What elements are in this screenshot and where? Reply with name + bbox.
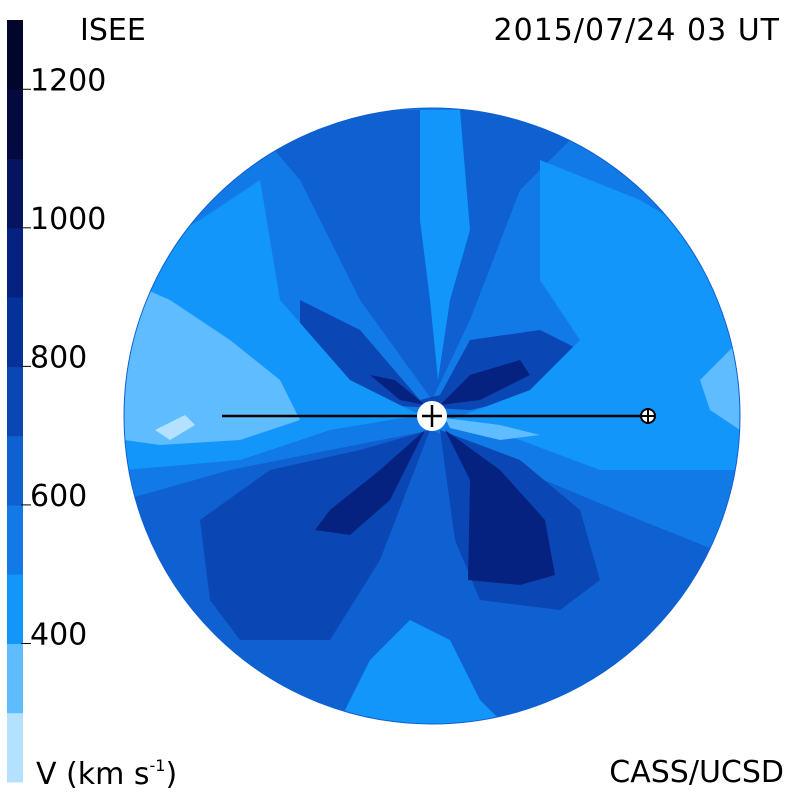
unit-text: V (km s	[36, 757, 150, 792]
colorbar-level-9	[7, 89, 23, 160]
colorbar-ticks: 400 600 800 1000 1200	[21, 63, 106, 652]
timestamp-label: 2015/07/24 03 UT	[493, 13, 780, 48]
colorbar-level-8	[7, 158, 23, 229]
credit-label: CASS/UCSD	[609, 755, 784, 790]
region-left-pale	[124, 280, 300, 445]
lobe-upper-right	[440, 360, 530, 405]
colorbar-tick-label-1200: 1200	[30, 63, 106, 98]
region-right-pale	[700, 340, 740, 430]
region-upper-mid-dark	[300, 300, 600, 410]
lobe-lower-right	[445, 430, 555, 585]
region-right-light	[450, 160, 740, 470]
colorbar-level-3	[7, 504, 23, 575]
colorbar-level-7	[7, 227, 23, 298]
colorbar	[7, 20, 23, 783]
colorbar-level-6	[7, 297, 23, 367]
lobe-lower-left	[315, 430, 425, 535]
colorbar-level-2	[7, 574, 23, 644]
colorbar-level-5	[7, 366, 23, 437]
colorbar-unit-label: V (km s-1)	[36, 757, 178, 792]
velocity-disc	[124, 108, 740, 724]
unit-close: )	[165, 757, 178, 792]
colorbar-tick-label-400: 400	[30, 617, 87, 652]
colorbar-level-0	[7, 712, 23, 783]
region-center-pale	[445, 418, 540, 440]
disc-outline	[123, 107, 741, 725]
colorbar-tick-label-800: 800	[30, 340, 87, 375]
unit-exponent: -1	[149, 756, 166, 775]
earth-marker	[640, 408, 656, 424]
region-left-palest	[155, 415, 195, 440]
sun-marker	[417, 401, 447, 431]
colorbar-level-1	[7, 643, 23, 714]
region-upper-light	[420, 110, 470, 380]
colorbar-level-4	[7, 435, 23, 506]
colorbar-tick-label-600: 600	[30, 479, 87, 514]
region-bottom-light	[330, 620, 520, 724]
lobe-upper-left	[370, 375, 425, 405]
region-upper-dark	[240, 110, 600, 400]
organization-label: ISEE	[80, 13, 146, 48]
colorbar-tick-label-1000: 1000	[30, 202, 106, 237]
colorbar-level-10	[7, 20, 23, 90]
